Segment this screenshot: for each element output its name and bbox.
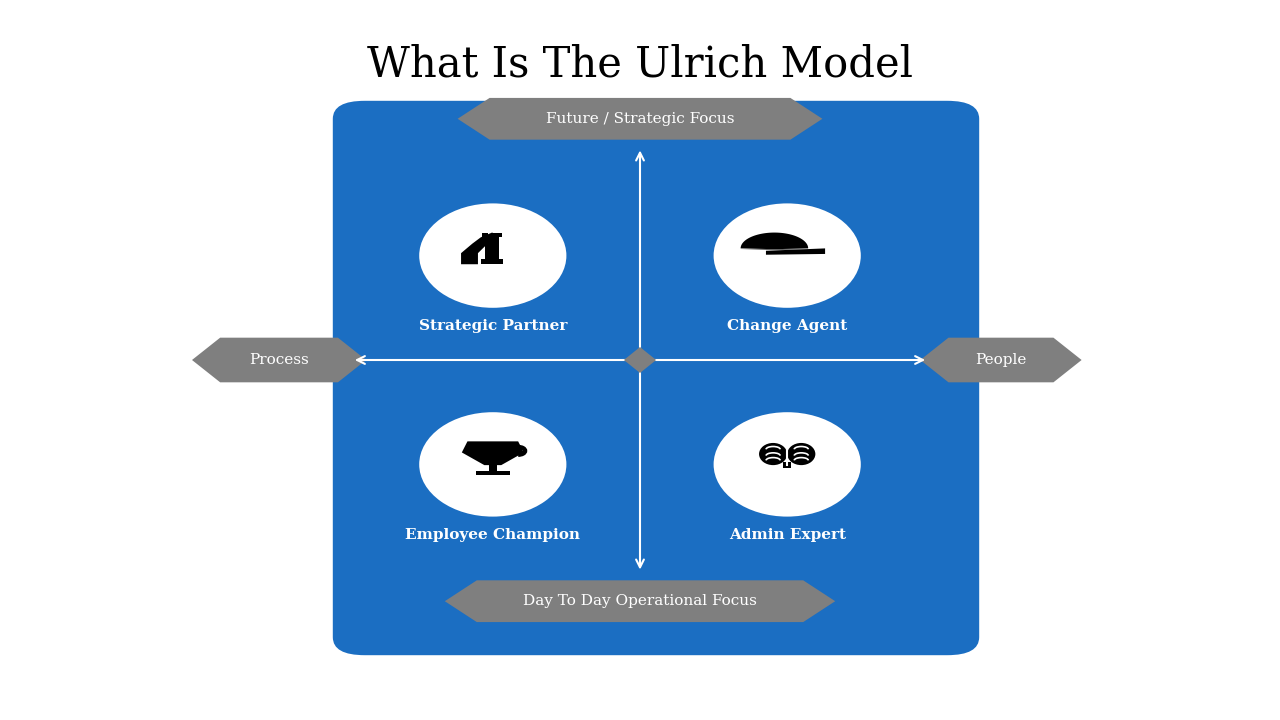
Polygon shape xyxy=(192,338,366,382)
Polygon shape xyxy=(445,580,835,622)
Bar xyxy=(783,462,791,468)
Bar xyxy=(485,238,499,259)
Polygon shape xyxy=(458,98,823,140)
Ellipse shape xyxy=(420,412,566,517)
Text: Employee Champion: Employee Champion xyxy=(406,528,580,541)
Bar xyxy=(476,471,509,474)
Ellipse shape xyxy=(759,443,787,465)
Bar xyxy=(483,233,489,238)
Bar xyxy=(497,233,503,238)
Polygon shape xyxy=(741,233,808,250)
Bar xyxy=(489,465,497,472)
Polygon shape xyxy=(623,347,657,373)
Text: Change Agent: Change Agent xyxy=(727,319,847,333)
Text: Process: Process xyxy=(250,353,308,367)
FancyBboxPatch shape xyxy=(333,101,979,655)
Text: Future / Strategic Focus: Future / Strategic Focus xyxy=(545,112,735,126)
Polygon shape xyxy=(462,441,524,465)
Bar xyxy=(481,259,503,264)
Polygon shape xyxy=(765,248,826,255)
Text: What Is The Ulrich Model: What Is The Ulrich Model xyxy=(367,44,913,86)
Ellipse shape xyxy=(420,203,566,307)
Text: People: People xyxy=(975,353,1027,367)
Ellipse shape xyxy=(787,443,815,465)
Text: Admin Expert: Admin Expert xyxy=(728,528,846,541)
Text: Day To Day Operational Focus: Day To Day Operational Focus xyxy=(524,594,756,608)
Polygon shape xyxy=(920,338,1082,382)
Text: Strategic Partner: Strategic Partner xyxy=(419,319,567,333)
Bar xyxy=(492,233,498,238)
Ellipse shape xyxy=(714,203,861,307)
Ellipse shape xyxy=(714,412,861,517)
Polygon shape xyxy=(461,233,500,264)
